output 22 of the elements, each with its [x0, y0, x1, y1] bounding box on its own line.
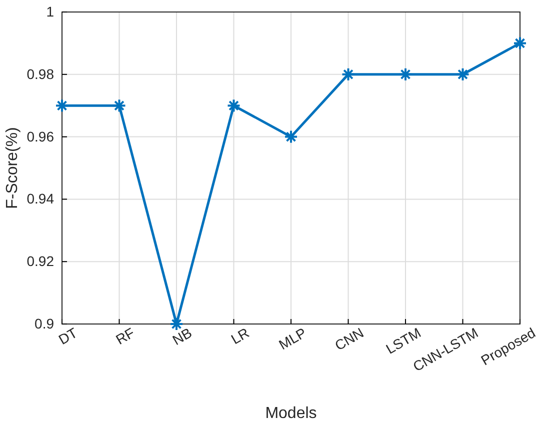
y-tick-label: 0.96 [26, 128, 54, 144]
y-tick-label: 0.98 [26, 66, 54, 82]
point [341, 67, 356, 82]
y-tick-label: 0.94 [26, 190, 54, 207]
point [226, 98, 241, 113]
y-tick-label: 1 [46, 3, 54, 20]
x-tick-label: DT [56, 324, 80, 348]
point [55, 98, 69, 113]
y-axis-title: F-Score(%) [4, 127, 21, 209]
x-tick-label: LR [228, 324, 252, 348]
x-tick-label: RF [113, 324, 138, 348]
point [513, 36, 527, 50]
point [112, 98, 126, 113]
y-tick-label: 0.9 [34, 315, 54, 332]
x-tick-label: MLP [276, 324, 309, 353]
point [456, 67, 470, 82]
point [398, 67, 412, 82]
point [284, 130, 298, 144]
x-axis-title: Models [265, 405, 317, 422]
x-tick-label: CNN [332, 324, 366, 354]
x-tick-label: NB [170, 324, 194, 348]
y-tick-label: 0.92 [26, 253, 54, 270]
